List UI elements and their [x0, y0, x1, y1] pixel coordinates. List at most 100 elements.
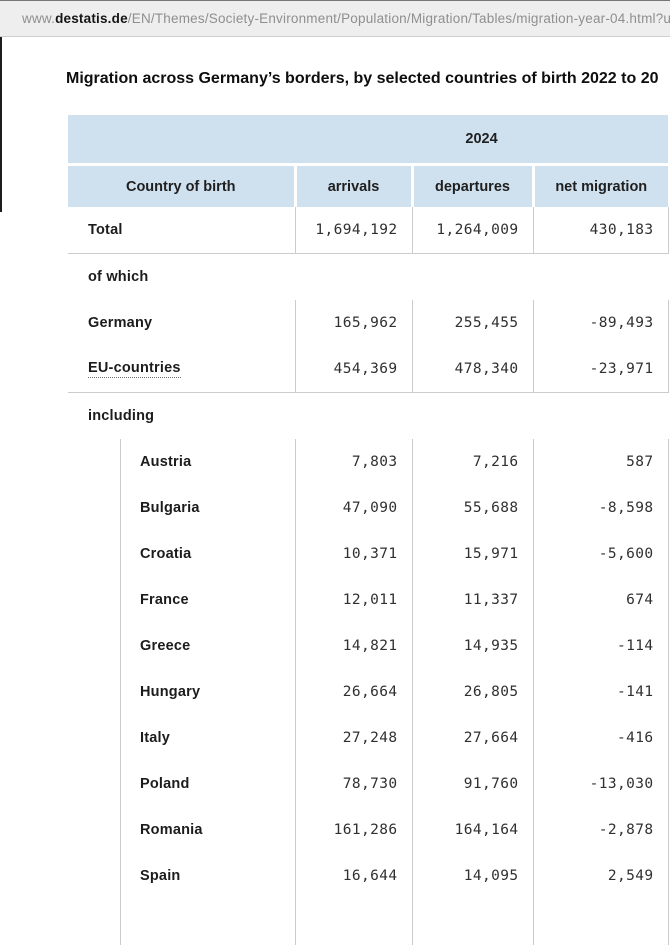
column-header-net-migration: net migration [531, 164, 669, 207]
country-label: EU-countries [88, 360, 181, 378]
country-label-cell: Spain [68, 853, 295, 899]
country-label: Total [88, 222, 123, 238]
net-migration-value: -5,600 [532, 531, 669, 577]
departures-value: 91,760 [411, 761, 533, 807]
country-label-cell: Croatia [68, 531, 295, 577]
table-row: Austria 7,803 7,216 587 [68, 439, 669, 485]
net-migration-value: -89,493 [532, 300, 669, 346]
departures-value [411, 899, 533, 945]
country-label: Croatia [140, 546, 192, 562]
url-prefix: www. [22, 11, 56, 26]
country-label-cell [68, 899, 295, 945]
departures-value: 11,337 [411, 577, 533, 623]
table-row: Hungary 26,664 26,805 -141 [68, 669, 669, 715]
net-migration-value: -416 [532, 715, 669, 761]
net-migration-value: 674 [532, 577, 669, 623]
country-label: Romania [140, 822, 203, 838]
departures-value: 255,455 [411, 300, 533, 346]
country-label: Bulgaria [140, 500, 200, 516]
url-domain: destatis.de [55, 11, 128, 26]
table-corner-cell [68, 115, 295, 166]
section-row: of which [68, 253, 669, 300]
page-title: Migration across Germany’s borders, by s… [66, 70, 659, 87]
net-migration-value: -2,878 [532, 807, 669, 853]
arrivals-value: 165,962 [294, 300, 412, 346]
country-label-cell: Romania [68, 807, 295, 853]
arrivals-value: 7,803 [294, 439, 412, 485]
country-label-cell: Italy [68, 715, 295, 761]
migration-table: 2024 Country of birth arrivals departure… [68, 115, 669, 945]
country-label: Greece [140, 638, 191, 654]
arrivals-value: 1,694,192 [294, 207, 412, 254]
net-migration-value: -141 [532, 669, 669, 715]
country-label-cell: France [68, 577, 295, 623]
departures-value: 14,095 [411, 853, 533, 899]
arrivals-value: 47,090 [294, 485, 412, 531]
arrivals-value: 454,369 [294, 346, 412, 393]
arrivals-value: 27,248 [294, 715, 412, 761]
departures-value: 55,688 [411, 485, 533, 531]
net-migration-value: -8,598 [532, 485, 669, 531]
arrivals-value [294, 899, 412, 945]
departures-value: 14,935 [411, 623, 533, 669]
table-row: EU-countries 454,369 478,340 -23,971 [68, 346, 669, 393]
page-content: Migration across Germany’s borders, by s… [0, 38, 670, 945]
table-row: Greece 14,821 14,935 -114 [68, 623, 669, 669]
browser-url-bar[interactable]: www.destatis.de/EN/Themes/Society-Enviro… [0, 0, 670, 37]
country-label-cell: Greece [68, 623, 295, 669]
table-row: Poland 78,730 91,760 -13,030 [68, 761, 669, 807]
departures-value: 7,216 [411, 439, 533, 485]
url-path: /EN/Themes/Society-Environment/Populatio… [127, 11, 670, 26]
country-label: Germany [88, 315, 153, 331]
net-migration-value: -114 [532, 623, 669, 669]
section-label: of which [88, 269, 149, 285]
table-row: Total 1,694,192 1,264,009 430,183 [68, 207, 669, 254]
arrivals-value: 161,286 [294, 807, 412, 853]
table-row: Germany 165,962 255,455 -89,493 [68, 300, 669, 346]
departures-value: 26,805 [411, 669, 533, 715]
departures-value: 164,164 [411, 807, 533, 853]
country-label-cell: Bulgaria [68, 485, 295, 531]
section-label-cell: of which [68, 253, 669, 300]
country-label-cell: Hungary [68, 669, 295, 715]
arrivals-value: 26,664 [294, 669, 412, 715]
table-row: France 12,011 11,337 674 [68, 577, 669, 623]
table-row [68, 899, 669, 945]
section-row: including [68, 392, 669, 439]
section-label-cell: including [68, 392, 669, 439]
arrivals-value: 10,371 [294, 531, 412, 577]
country-label: France [140, 592, 189, 608]
country-label: Hungary [140, 684, 201, 700]
section-label: including [88, 408, 155, 424]
country-label: Poland [140, 776, 190, 792]
country-label-cell: Total [68, 207, 295, 254]
arrivals-value: 78,730 [294, 761, 412, 807]
table-row: Croatia 10,371 15,971 -5,600 [68, 531, 669, 577]
net-migration-value: 2,549 [532, 853, 669, 899]
net-migration-value: -23,971 [532, 346, 669, 393]
table-row: Spain 16,644 14,095 2,549 [68, 853, 669, 899]
departures-value: 15,971 [411, 531, 533, 577]
arrivals-value: 14,821 [294, 623, 412, 669]
year-header-row: 2024 [68, 115, 669, 166]
arrivals-value: 12,011 [294, 577, 412, 623]
country-label-cell: Austria [68, 439, 295, 485]
table-row: Italy 27,248 27,664 -416 [68, 715, 669, 761]
table-row: Romania 161,286 164,164 -2,878 [68, 807, 669, 853]
country-label-cell: Germany [68, 300, 295, 346]
column-header-arrivals: arrivals [293, 164, 412, 207]
country-label: Austria [140, 454, 192, 470]
country-label-cell: EU-countries [68, 346, 295, 393]
table-row: Bulgaria 47,090 55,688 -8,598 [68, 485, 669, 531]
net-migration-value: 430,183 [532, 207, 669, 254]
departures-value: 478,340 [411, 346, 533, 393]
net-migration-value [532, 899, 669, 945]
column-header-row: Country of birth arrivals departures net… [68, 164, 669, 207]
country-label: Spain [140, 868, 181, 884]
arrivals-value: 16,644 [294, 853, 412, 899]
net-migration-value: 587 [532, 439, 669, 485]
page-url[interactable]: www.destatis.de/EN/Themes/Society-Enviro… [22, 11, 670, 26]
year-header: 2024 [295, 115, 669, 166]
country-label: Italy [140, 730, 171, 746]
departures-value: 27,664 [411, 715, 533, 761]
